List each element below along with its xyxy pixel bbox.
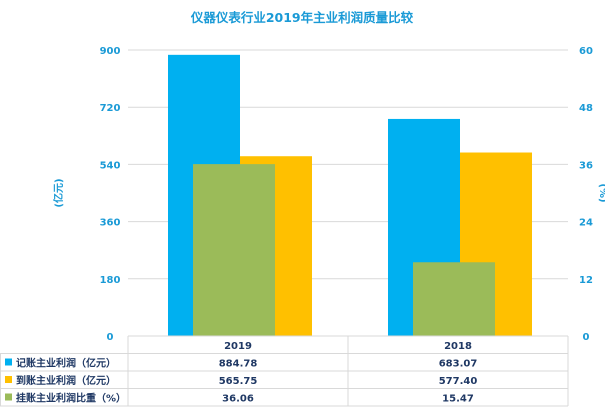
table-category-label: 2019	[224, 341, 252, 352]
legend-swatch	[5, 393, 12, 401]
y-right-tick-label: 60	[579, 46, 593, 57]
table-value: 36.06	[222, 394, 254, 405]
table-value: 15.47	[442, 394, 474, 405]
legend-swatch	[5, 376, 12, 383]
y-right-tick-label: 0	[583, 332, 590, 343]
y-right-tick-label: 24	[579, 218, 593, 229]
chart-title: 仪器仪表行业2019年主业利润质量比较	[190, 10, 414, 25]
y-left-tick-label: 540	[100, 160, 121, 171]
table-value: 683.07	[439, 359, 478, 370]
left-axis-ticks: 0 180 360 540 720 900	[100, 46, 121, 343]
y-left-tick-label: 180	[100, 275, 121, 286]
data-table: 2019 2018 记账主业利润（亿元） 884.78 683.07 到账主业利润（亿元）…	[0, 335, 569, 407]
y-axis-left-label: (亿元)	[52, 178, 65, 207]
table-category-label: 2018	[444, 341, 472, 352]
table-value: 577.40	[439, 376, 478, 387]
right-axis-ticks: 0 12 24 36 48 60	[579, 46, 593, 343]
bar-2018-s2	[413, 262, 495, 336]
y-left-tick-label: 720	[100, 103, 121, 114]
legend-label: 到账主业利润（亿元）	[16, 374, 116, 387]
y-left-tick-label: 360	[100, 218, 121, 229]
table-value: 884.78	[219, 359, 258, 370]
y-left-tick-label: 900	[100, 46, 121, 57]
legend-swatch	[5, 358, 12, 366]
y-right-tick-label: 12	[579, 275, 593, 286]
y-left-tick-label: 0	[107, 332, 114, 343]
bars	[168, 54, 532, 336]
y-axis-right-label: (%)	[597, 183, 605, 202]
legend-label: 挂账主业利润比重（%）	[16, 392, 126, 405]
y-right-tick-label: 36	[579, 160, 593, 171]
bar-2019-s2	[193, 164, 275, 336]
table-value: 565.75	[219, 376, 258, 387]
legend-label: 记账主业利润（亿元）	[16, 357, 116, 370]
y-right-tick-label: 48	[579, 103, 593, 114]
